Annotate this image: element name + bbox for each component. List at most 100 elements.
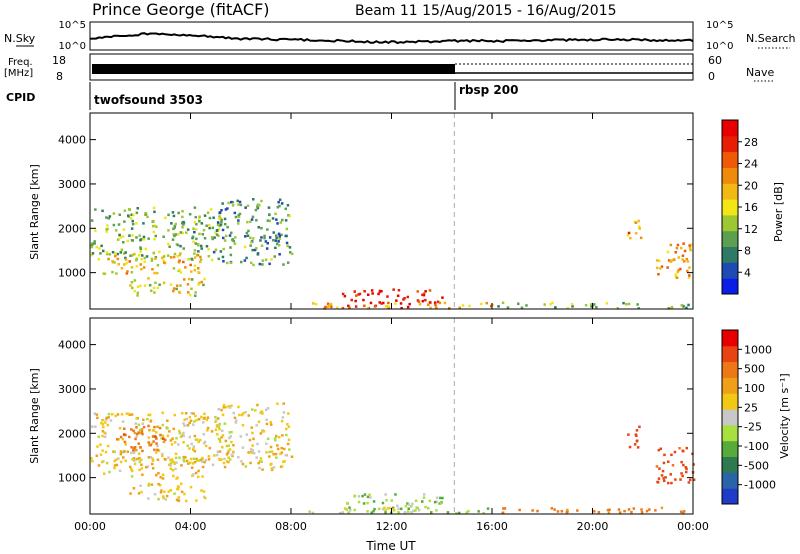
colorbar-swatch <box>722 230 738 247</box>
echo-cell <box>167 213 170 217</box>
echo-cell <box>132 449 135 452</box>
echo-cell <box>506 306 510 309</box>
echo-cell <box>114 458 118 461</box>
echo-cell <box>231 200 234 204</box>
echo-cell <box>627 508 631 511</box>
echo-cell <box>220 218 223 222</box>
echo-cell <box>156 425 159 428</box>
echo-cell <box>397 289 401 292</box>
velocity-ylabel: Slant Range [km] <box>28 368 41 464</box>
echo-cell <box>191 474 194 477</box>
echo-cell <box>171 458 174 461</box>
echo-cell <box>167 254 170 257</box>
echo-cell <box>685 306 688 310</box>
echo-cell <box>186 228 190 231</box>
echo-cell <box>224 223 227 226</box>
echo-cell <box>260 226 263 230</box>
echo-cell <box>133 289 136 293</box>
echo-cell <box>260 236 263 239</box>
echo-cell <box>95 413 99 416</box>
echo-cell <box>182 458 185 462</box>
echo-cell <box>688 274 691 277</box>
echo-cell <box>258 460 262 463</box>
echo-cell <box>213 454 216 457</box>
echo-cell <box>328 304 331 308</box>
echo-cell <box>131 458 134 461</box>
echo-cell <box>345 508 348 511</box>
echo-cell <box>674 478 677 481</box>
ytick-label: 1000 <box>58 267 86 280</box>
echo-cell <box>105 252 109 256</box>
echo-cell <box>290 455 294 458</box>
echo-cell <box>221 445 224 449</box>
echo-cell <box>174 456 178 460</box>
echo-cell <box>422 292 426 295</box>
echo-cell <box>270 462 273 466</box>
echo-cell <box>424 290 427 293</box>
echo-cell <box>91 460 94 463</box>
echo-cell <box>106 227 109 231</box>
echo-cell <box>168 430 171 433</box>
echo-cell <box>135 435 138 438</box>
echo-cell <box>172 474 175 478</box>
echo-cell <box>657 477 661 480</box>
echo-cell <box>188 435 191 439</box>
echo-cell <box>627 231 631 235</box>
nave-tick-bottom: 0 <box>708 70 715 83</box>
power-panel-frame <box>89 112 694 310</box>
echo-cell <box>230 453 234 456</box>
echo-cell <box>221 255 225 259</box>
echo-cell <box>169 464 172 467</box>
echo-cell <box>439 502 443 505</box>
echo-cell <box>193 221 197 224</box>
echo-cell <box>268 236 272 239</box>
echo-cell <box>195 237 198 241</box>
echo-cell <box>679 267 682 271</box>
echo-cell <box>172 460 175 464</box>
xtick-label: 00:00 <box>677 520 709 533</box>
echo-cell <box>153 210 156 214</box>
echo-cell <box>184 456 187 459</box>
echo-cell <box>197 418 201 421</box>
power-ylabel: Slant Range [km] <box>28 164 41 260</box>
echo-cell <box>260 410 264 413</box>
echo-cell <box>201 456 204 460</box>
echo-cell <box>265 422 269 426</box>
echo-cell <box>679 510 683 513</box>
echo-cell <box>202 442 206 445</box>
colorbar-tick-label: -100 <box>744 440 769 453</box>
echo-cell <box>114 229 118 232</box>
echo-cell <box>270 258 273 261</box>
echo-cell <box>418 508 421 512</box>
echo-cell <box>441 296 444 299</box>
echo-cell <box>625 303 628 306</box>
echo-cell <box>435 500 438 503</box>
echo-cell <box>151 435 155 438</box>
echo-cell <box>156 458 160 461</box>
echo-cell <box>265 247 269 250</box>
echo-cell <box>178 432 182 435</box>
echo-cell <box>241 424 245 427</box>
echo-cell <box>664 476 667 479</box>
echo-cell <box>147 436 150 439</box>
echo-cell <box>128 234 131 237</box>
echo-cell <box>197 244 200 247</box>
echo-cell <box>141 422 145 425</box>
echo-cell <box>203 460 206 464</box>
echo-cell <box>219 250 223 253</box>
echo-cell <box>102 425 105 429</box>
echo-cell <box>230 231 233 235</box>
echo-cell <box>234 421 238 424</box>
echo-cell <box>188 293 192 297</box>
echo-cell <box>181 411 184 415</box>
echo-cell <box>284 453 287 457</box>
echo-cell <box>194 414 197 418</box>
echo-cell <box>403 297 406 300</box>
echo-cell <box>366 510 369 513</box>
echo-cell <box>501 511 505 514</box>
echo-cell <box>276 402 279 405</box>
echo-cell <box>404 505 408 508</box>
echo-cell <box>669 260 673 263</box>
echo-cell <box>193 449 197 453</box>
echo-cell <box>280 451 284 454</box>
